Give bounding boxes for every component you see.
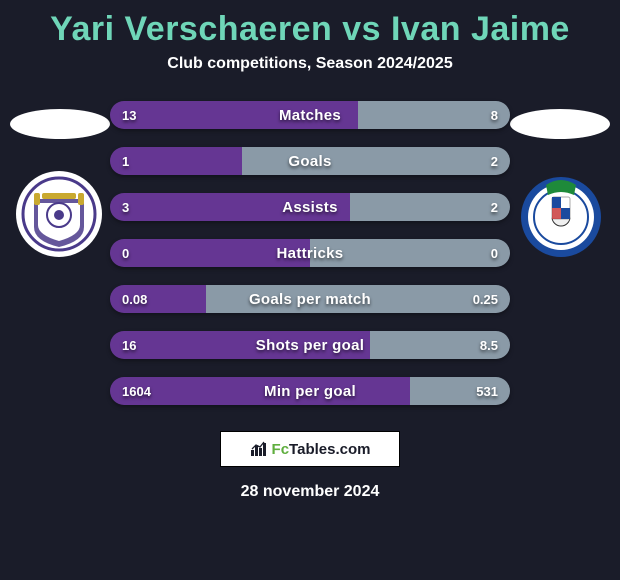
brand-text: FcTables.com (272, 441, 371, 458)
club-badge-right (516, 169, 606, 259)
stat-row: 12Goals (110, 147, 510, 175)
stat-label: Min per goal (110, 377, 510, 405)
stat-label: Shots per goal (110, 331, 510, 359)
stat-row: 138Matches (110, 101, 510, 129)
player-right-ellipse (510, 109, 610, 139)
stat-label: Hattricks (110, 239, 510, 267)
stat-row: 168.5Shots per goal (110, 331, 510, 359)
stat-label: Goals per match (110, 285, 510, 313)
stat-bars-container: 138Matches 12Goals 32Assists 00Hattricks 0.0… (110, 101, 510, 405)
brand-chart-icon (250, 440, 268, 458)
stat-row: 0.080.25Goals per match (110, 285, 510, 313)
stat-label: Assists (110, 193, 510, 221)
subtitle: Club competitions, Season 2024/2025 (0, 55, 620, 73)
stat-label: Matches (110, 101, 510, 129)
stat-label: Goals (110, 147, 510, 175)
stat-row: 00Hattricks (110, 239, 510, 267)
comparison-panel: 138Matches 12Goals 32Assists 00Hattricks 0.0… (0, 101, 620, 405)
date-text: 28 november 2024 (0, 483, 620, 501)
stat-row: 32Assists (110, 193, 510, 221)
club-badge-left (14, 169, 104, 259)
brand-logo: FcTables.com (220, 431, 400, 467)
stat-row: 1604531Min per goal (110, 377, 510, 405)
page-title: Yari Verschaeren vs Ivan Jaime (0, 0, 620, 49)
player-left-ellipse (10, 109, 110, 139)
